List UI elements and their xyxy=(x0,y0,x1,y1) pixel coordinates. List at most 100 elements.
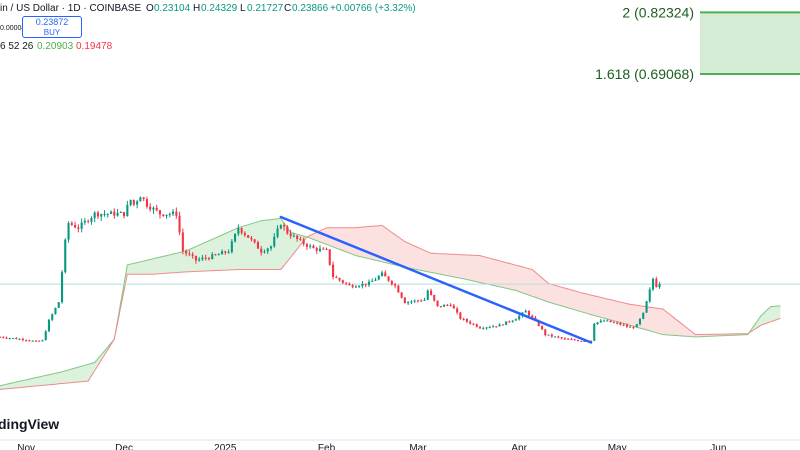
candle-body xyxy=(563,338,566,340)
candle-body xyxy=(83,220,86,223)
candle-body xyxy=(462,318,465,320)
candle-body xyxy=(28,340,31,342)
candle-body xyxy=(67,223,70,240)
candle-body xyxy=(501,324,504,326)
candle-body xyxy=(606,320,609,322)
candle-body xyxy=(181,232,184,252)
candle-body xyxy=(322,248,325,250)
candle-body xyxy=(612,322,615,324)
candle-body xyxy=(576,340,579,342)
candle-body xyxy=(439,306,442,307)
candle-body xyxy=(560,337,563,339)
candle-body xyxy=(31,340,34,342)
candle-body xyxy=(263,251,266,253)
candle-body xyxy=(384,272,387,277)
candle-body xyxy=(619,323,622,325)
candle-body xyxy=(224,251,227,253)
candle-body xyxy=(390,280,393,285)
candle-body xyxy=(155,207,158,211)
candle-body xyxy=(38,340,41,342)
candle-body xyxy=(622,324,625,326)
ichimoku-params: 6 52 26 xyxy=(0,41,34,52)
candle-body xyxy=(194,255,197,261)
candle-body xyxy=(266,248,269,252)
candle-body xyxy=(185,251,188,254)
candle-body xyxy=(472,323,475,325)
candle-body xyxy=(207,258,210,260)
candle-body xyxy=(279,225,282,229)
candle-body xyxy=(403,297,406,304)
candle-body xyxy=(645,301,648,313)
ohlc-close-label: C xyxy=(284,3,291,14)
candle-body xyxy=(367,281,370,285)
candle-body xyxy=(407,301,410,304)
candle-body xyxy=(243,232,246,236)
descending-trendline[interactable] xyxy=(279,215,593,344)
candle-body xyxy=(247,235,250,238)
candle-body xyxy=(452,305,455,309)
ichimoku-legend[interactable]: 6 52 26 0.20903 0.19478 xyxy=(0,41,113,52)
buy-button[interactable]: 0.23872 BUY xyxy=(22,16,82,38)
time-axis-tick-label: Dec xyxy=(115,443,133,450)
candle-body xyxy=(508,321,511,323)
candles-layer xyxy=(0,196,661,342)
candle-body xyxy=(485,327,488,329)
candle-body xyxy=(495,326,498,328)
candle-body xyxy=(149,206,152,210)
candle-body xyxy=(469,321,472,324)
candle-body xyxy=(609,320,612,323)
candle-body xyxy=(354,286,357,288)
candle-body xyxy=(270,246,273,249)
ohlc-low: 0.21727 xyxy=(247,3,284,14)
candle-body xyxy=(590,340,593,342)
candle-body xyxy=(145,199,148,207)
candle-body xyxy=(315,248,318,251)
cloud-bullish xyxy=(751,305,781,332)
candle-body xyxy=(341,280,344,283)
candle-body xyxy=(12,338,15,339)
candle-body xyxy=(21,338,24,341)
candle-body xyxy=(214,254,217,256)
candle-body xyxy=(554,336,557,338)
candle-body xyxy=(426,290,429,300)
candle-body xyxy=(335,277,338,278)
candle-body xyxy=(465,319,468,322)
candle-body xyxy=(54,307,57,315)
candle-body xyxy=(211,254,214,259)
candle-body xyxy=(188,253,191,255)
candle-body xyxy=(70,223,73,225)
candle-body xyxy=(113,211,116,216)
fib-zone xyxy=(700,12,800,75)
candle-body xyxy=(430,290,433,296)
candle-body xyxy=(106,213,109,215)
candle-body xyxy=(305,244,308,247)
ohlc-high: 0.24329 xyxy=(201,3,238,14)
candle-body xyxy=(250,237,253,240)
ohlc-readout: O 0.23104 H 0.24329 L 0.21727 C 0.23866 … xyxy=(146,3,416,14)
candle-body xyxy=(273,236,276,247)
ohlc-change: +0.00766 (+3.32%) xyxy=(330,3,416,14)
candle-body xyxy=(34,340,37,342)
buy-label: BUY xyxy=(43,28,61,37)
candle-body xyxy=(550,334,553,337)
candle-body xyxy=(318,248,321,251)
candle-body xyxy=(221,251,224,255)
candle-body xyxy=(51,314,54,320)
trendline-layer[interactable] xyxy=(279,215,593,344)
candle-body xyxy=(518,315,521,320)
ichimoku-cloud-layer xyxy=(0,217,800,390)
symbol-title[interactable]: in / US Dollar · 1D · COINBASE xyxy=(0,3,141,14)
candle-body xyxy=(482,328,485,330)
candle-body xyxy=(642,312,645,319)
candle-body xyxy=(514,319,517,321)
candle-body xyxy=(488,327,491,328)
candle-body xyxy=(416,300,419,302)
candle-body xyxy=(15,338,18,340)
candle-body xyxy=(302,239,305,245)
candle-body xyxy=(332,264,335,277)
candle-body xyxy=(511,320,514,322)
candle-body xyxy=(573,339,576,341)
candle-body xyxy=(364,283,367,285)
